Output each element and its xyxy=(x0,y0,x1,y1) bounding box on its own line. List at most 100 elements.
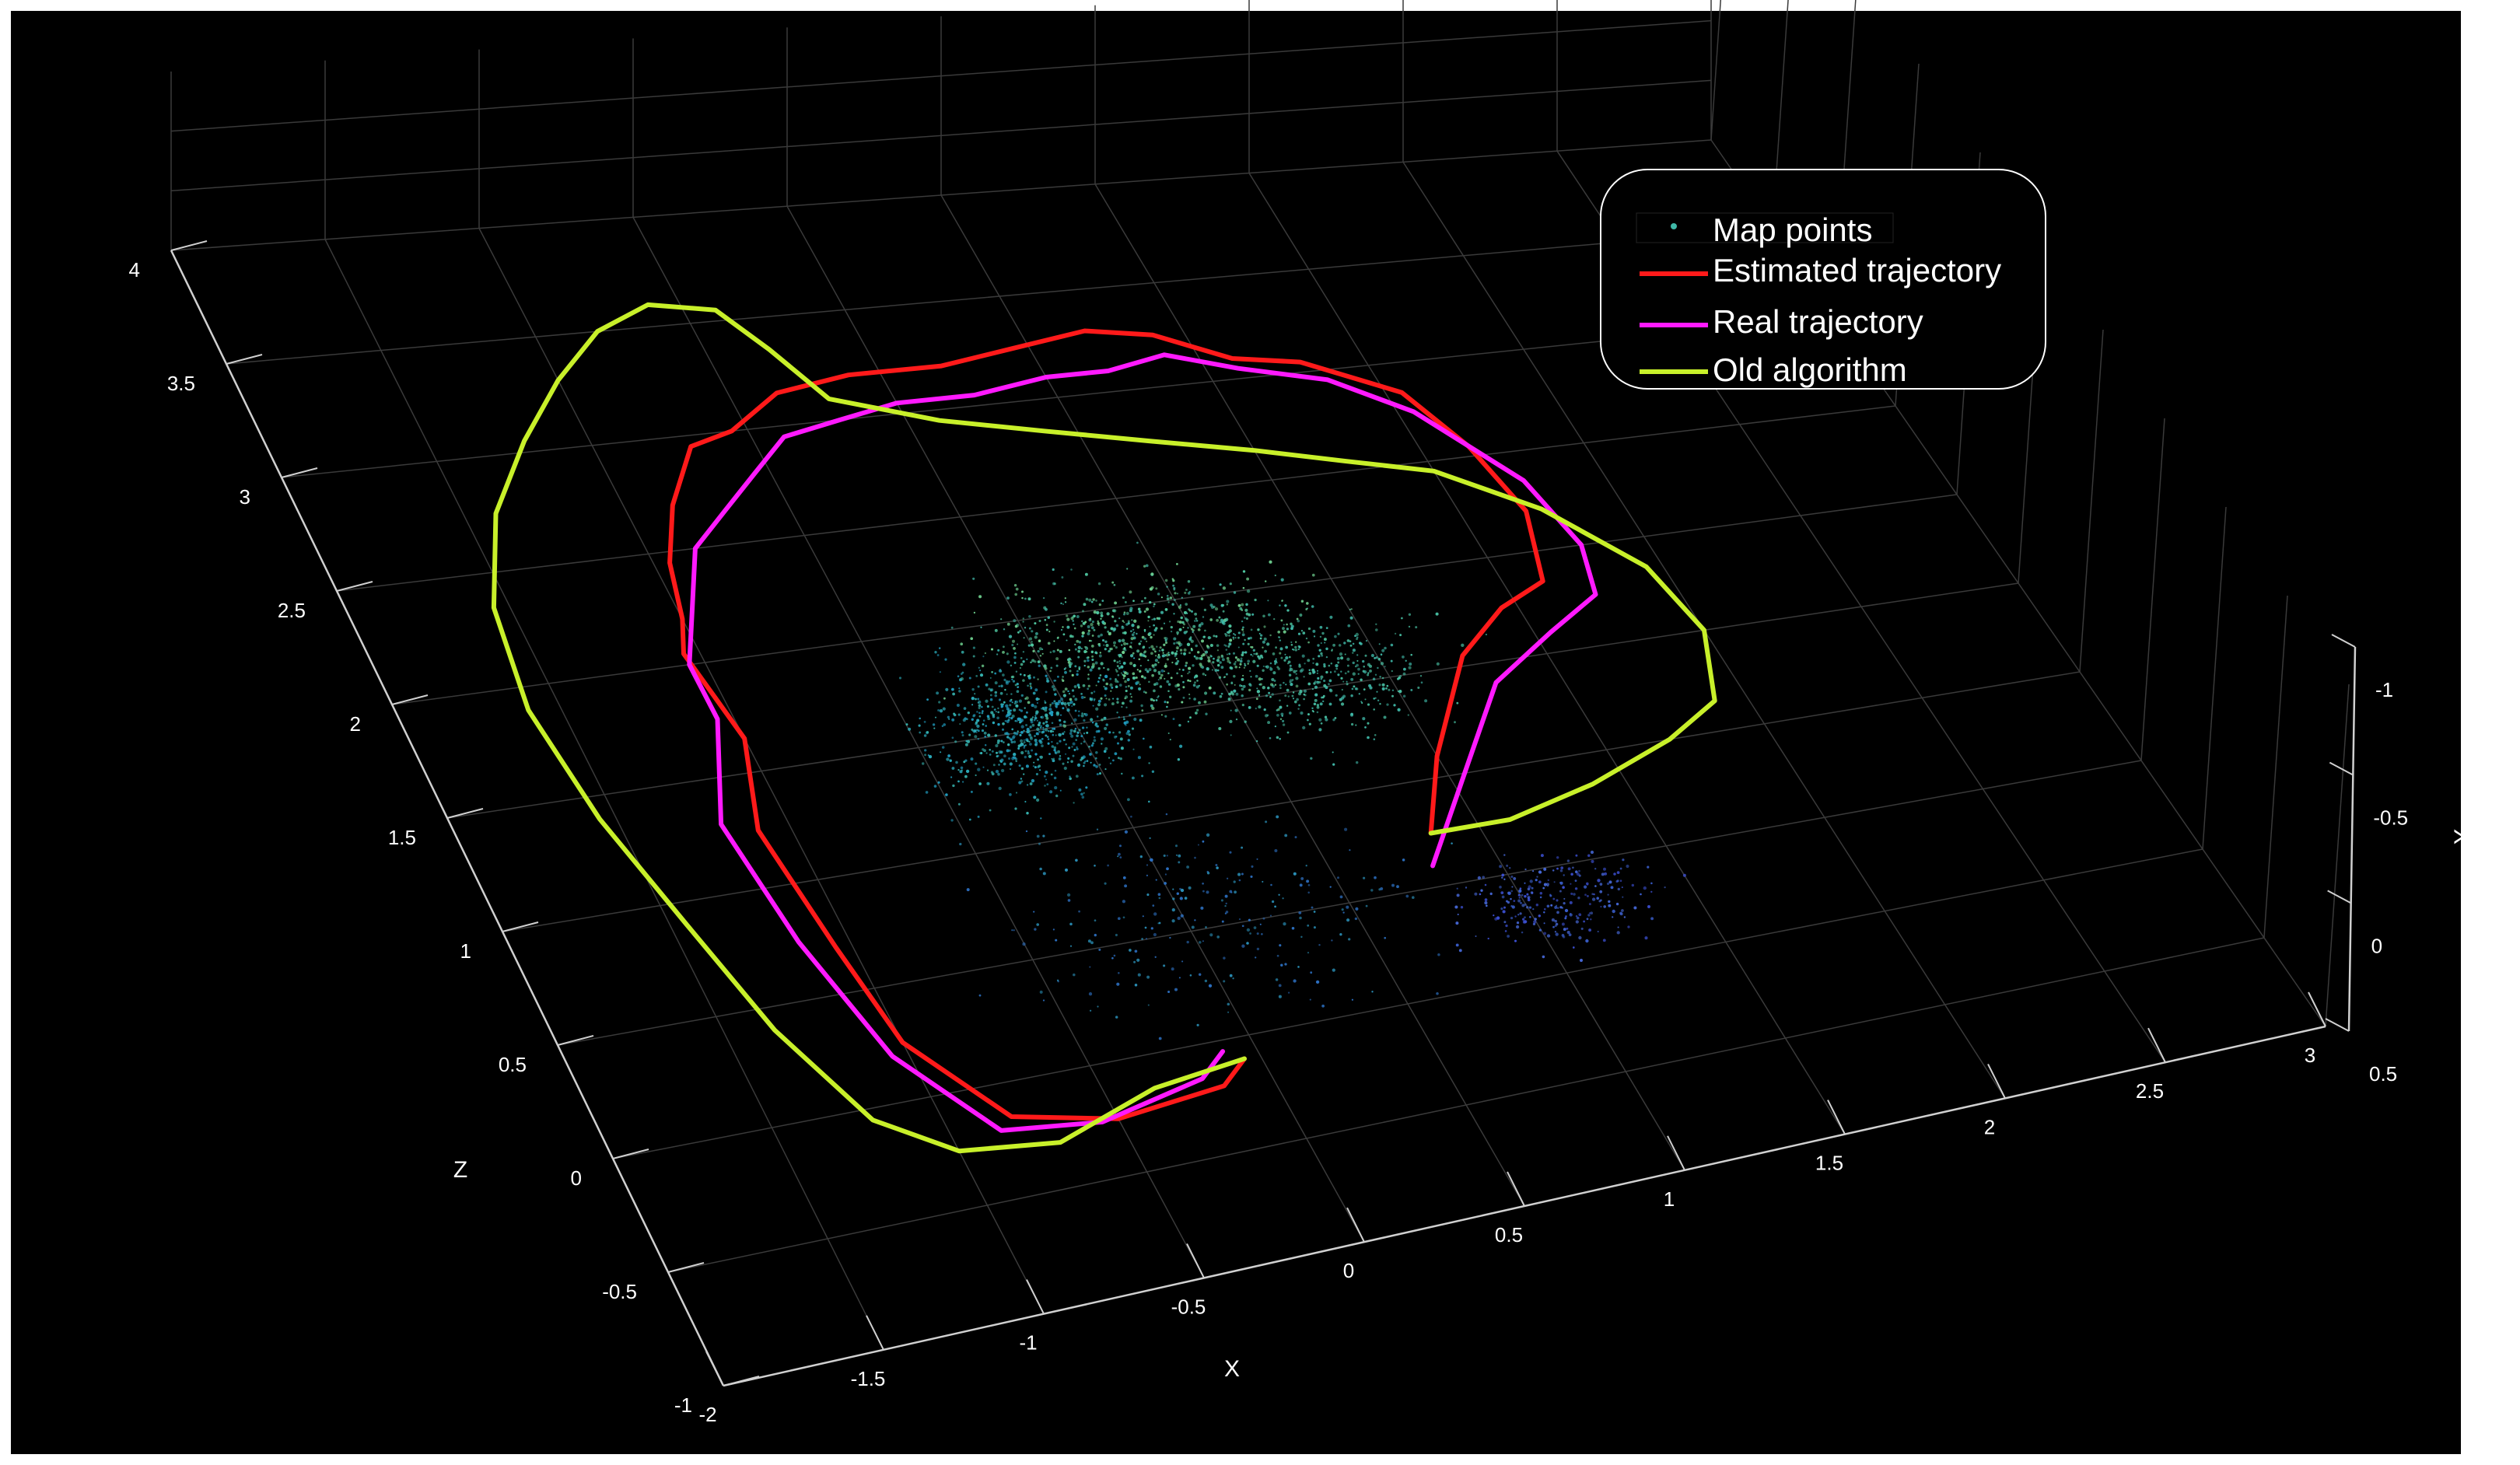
map-point xyxy=(1035,710,1039,714)
map-point xyxy=(1494,917,1498,921)
map-point xyxy=(1647,865,1650,869)
map-point xyxy=(1131,633,1135,637)
map-point xyxy=(1052,649,1055,653)
map-point xyxy=(1535,879,1538,882)
map-point xyxy=(1148,800,1150,803)
map-point xyxy=(1332,643,1336,647)
map-point xyxy=(1098,603,1101,607)
map-point xyxy=(1045,778,1048,781)
map-point xyxy=(1046,783,1049,785)
map-point xyxy=(1129,714,1132,717)
map-point xyxy=(1644,936,1648,940)
map-point xyxy=(1226,656,1230,660)
map-point xyxy=(1023,673,1026,677)
map-point xyxy=(1034,631,1038,635)
map-point xyxy=(1014,624,1018,628)
map-point xyxy=(973,611,976,614)
map-point xyxy=(1241,603,1244,607)
map-point xyxy=(1150,652,1153,656)
map-point xyxy=(976,719,980,722)
map-point xyxy=(1185,664,1188,667)
map-point xyxy=(1105,643,1109,648)
map-point xyxy=(1163,670,1166,673)
map-point xyxy=(950,776,953,778)
map-point xyxy=(974,729,977,732)
map-point xyxy=(1011,639,1016,643)
map-point xyxy=(1356,636,1359,639)
map-point xyxy=(1042,872,1046,876)
map-point xyxy=(1251,655,1254,657)
map-point xyxy=(1259,634,1263,637)
map-point xyxy=(1150,635,1153,639)
map-point xyxy=(1123,631,1127,635)
map-point xyxy=(1408,625,1411,628)
map-point xyxy=(1530,891,1534,894)
map-point xyxy=(1354,665,1357,668)
map-point xyxy=(1295,673,1297,675)
map-point xyxy=(1013,929,1015,932)
map-point xyxy=(989,753,992,756)
map-point xyxy=(1053,749,1056,752)
map-point xyxy=(1217,656,1221,659)
map-point xyxy=(1034,928,1037,931)
map-point xyxy=(1621,886,1623,889)
map-point xyxy=(1364,698,1367,701)
map-point xyxy=(1578,869,1580,872)
map-point xyxy=(1307,713,1310,716)
map-point xyxy=(977,767,981,771)
map-point xyxy=(1202,882,1204,885)
map-point xyxy=(1010,717,1013,719)
map-point xyxy=(1119,856,1122,858)
map-point xyxy=(1436,992,1439,995)
map-point xyxy=(1087,687,1090,691)
map-point xyxy=(1094,661,1098,665)
map-point xyxy=(1270,883,1272,886)
map-point xyxy=(1352,642,1355,645)
map-point xyxy=(1521,904,1525,907)
map-point xyxy=(1125,706,1128,708)
map-point xyxy=(1042,596,1045,600)
map-point xyxy=(1514,939,1517,942)
map-point xyxy=(1234,660,1237,663)
map-point xyxy=(1057,636,1059,638)
map-point xyxy=(1242,626,1244,629)
map-point xyxy=(1175,658,1178,660)
map-point xyxy=(1622,896,1624,898)
map-point xyxy=(1204,650,1209,654)
map-point xyxy=(1129,609,1132,613)
map-point xyxy=(1250,875,1253,878)
map-point xyxy=(1367,736,1370,739)
map-point xyxy=(1202,616,1205,618)
map-point xyxy=(1132,748,1135,750)
map-point xyxy=(1325,647,1328,651)
map-point xyxy=(1543,922,1545,925)
map-point xyxy=(1297,619,1300,623)
map-point xyxy=(964,743,968,746)
map-point xyxy=(1242,674,1244,677)
map-point xyxy=(1258,705,1262,709)
map-point xyxy=(1513,900,1516,902)
map-point xyxy=(1342,911,1345,914)
map-point xyxy=(1239,659,1243,663)
map-point xyxy=(992,713,996,717)
map-point xyxy=(1176,633,1179,635)
map-point xyxy=(1020,750,1024,755)
map-point xyxy=(1216,669,1220,672)
map-point xyxy=(1228,635,1230,637)
map-point xyxy=(1053,746,1057,750)
map-point xyxy=(1138,642,1141,645)
map-point xyxy=(1023,746,1026,749)
map-point xyxy=(1221,658,1225,662)
map-point xyxy=(1229,638,1233,642)
map-point xyxy=(1284,963,1287,966)
map-point xyxy=(1350,677,1354,681)
map-point xyxy=(1108,649,1111,652)
map-point xyxy=(1051,745,1055,748)
map-point xyxy=(1099,652,1101,654)
map-point xyxy=(1502,910,1506,914)
map-point xyxy=(1030,736,1033,740)
map-point xyxy=(983,731,987,735)
map-point xyxy=(1141,600,1143,603)
map-point xyxy=(1195,685,1199,689)
map-point xyxy=(1563,874,1565,876)
